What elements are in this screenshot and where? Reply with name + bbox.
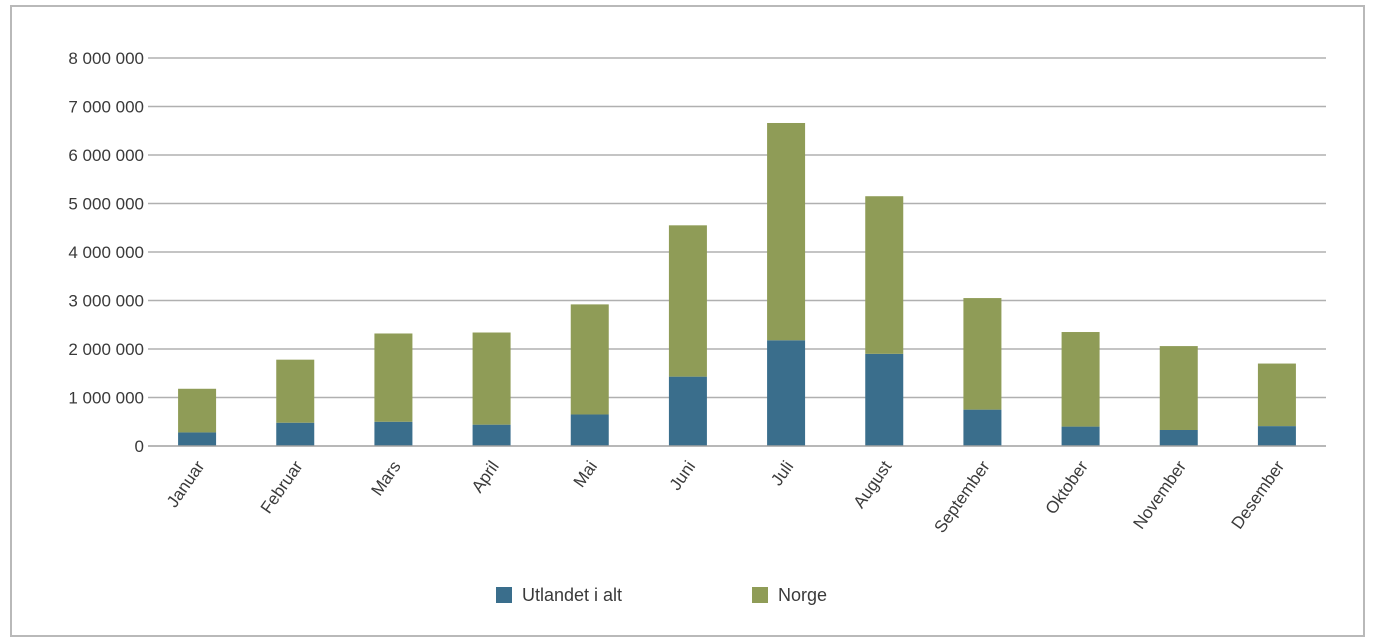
bar-utlandet-oktober xyxy=(1061,426,1100,446)
x-tick-label: November xyxy=(1129,457,1190,532)
bar-norge-juni xyxy=(668,225,707,377)
bar-utlandet-mars xyxy=(374,421,413,446)
bar-utlandet-mai xyxy=(570,414,609,446)
bar-norge-april xyxy=(472,332,511,425)
legend-swatch xyxy=(752,587,768,603)
x-tick-label: Januar xyxy=(163,457,209,511)
bar-norge-desember xyxy=(1257,363,1296,427)
y-axis-ticks: 0 1 000 000 2 000 000 3 000 000 4 000 000 5 0… xyxy=(68,49,144,456)
bar-utlandet-september xyxy=(963,409,1002,446)
bar-utlandet-april xyxy=(472,424,511,446)
bar-norge-mars xyxy=(374,333,413,422)
x-tick-label: Oktober xyxy=(1042,457,1092,518)
legend: Utlandet i alt Norge xyxy=(496,585,827,605)
y-tick-label: 4 000 000 xyxy=(68,243,144,262)
x-tick-label: Juni xyxy=(666,457,699,493)
x-tick-label: Februar xyxy=(257,457,307,517)
y-tick-label: 5 000 000 xyxy=(68,195,144,214)
legend-swatch xyxy=(496,587,512,603)
bar-utlandet-desember xyxy=(1257,426,1296,446)
bar-utlandet-juni xyxy=(668,376,707,446)
y-tick-label: 7 000 000 xyxy=(68,98,144,117)
bar-norge-august xyxy=(865,196,904,354)
gridlines xyxy=(148,57,1326,399)
bar-utlandet-januar xyxy=(178,432,217,446)
y-tick-label: 6 000 000 xyxy=(68,146,144,165)
bar-norge-januar xyxy=(178,388,217,433)
bar-norge-mai xyxy=(570,304,609,415)
bar-utlandet-august xyxy=(865,353,904,446)
x-tick-label: Mars xyxy=(367,457,404,499)
bar-norge-februar xyxy=(276,359,315,423)
x-axis-ticks: Januar Februar Mars April Mai Juni Juli August S… xyxy=(163,457,1288,536)
x-tick-label: Juli xyxy=(767,457,797,489)
x-tick-label: April xyxy=(468,457,503,496)
bar-norge-november xyxy=(1159,346,1198,430)
bar-utlandet-februar xyxy=(276,422,315,446)
bar-utlandet-november xyxy=(1159,429,1198,446)
bar-utlandet-juli xyxy=(767,340,806,446)
bar-norge-oktober xyxy=(1061,332,1100,427)
bars xyxy=(178,122,1296,446)
y-tick-label: 0 xyxy=(135,437,144,456)
bar-norge-juli xyxy=(767,122,806,341)
y-tick-label: 2 000 000 xyxy=(68,340,144,359)
bar-norge-september xyxy=(963,298,1002,410)
y-tick-label: 8 000 000 xyxy=(68,49,144,68)
y-tick-label: 1 000 000 xyxy=(68,389,144,408)
x-tick-label: August xyxy=(850,457,896,511)
y-tick-label: 3 000 000 xyxy=(68,292,144,311)
x-tick-label: Desember xyxy=(1228,457,1289,532)
legend-label: Norge xyxy=(778,585,827,605)
legend-label: Utlandet i alt xyxy=(522,585,622,605)
x-tick-label: Mai xyxy=(570,457,601,490)
x-tick-label: September xyxy=(930,457,993,536)
